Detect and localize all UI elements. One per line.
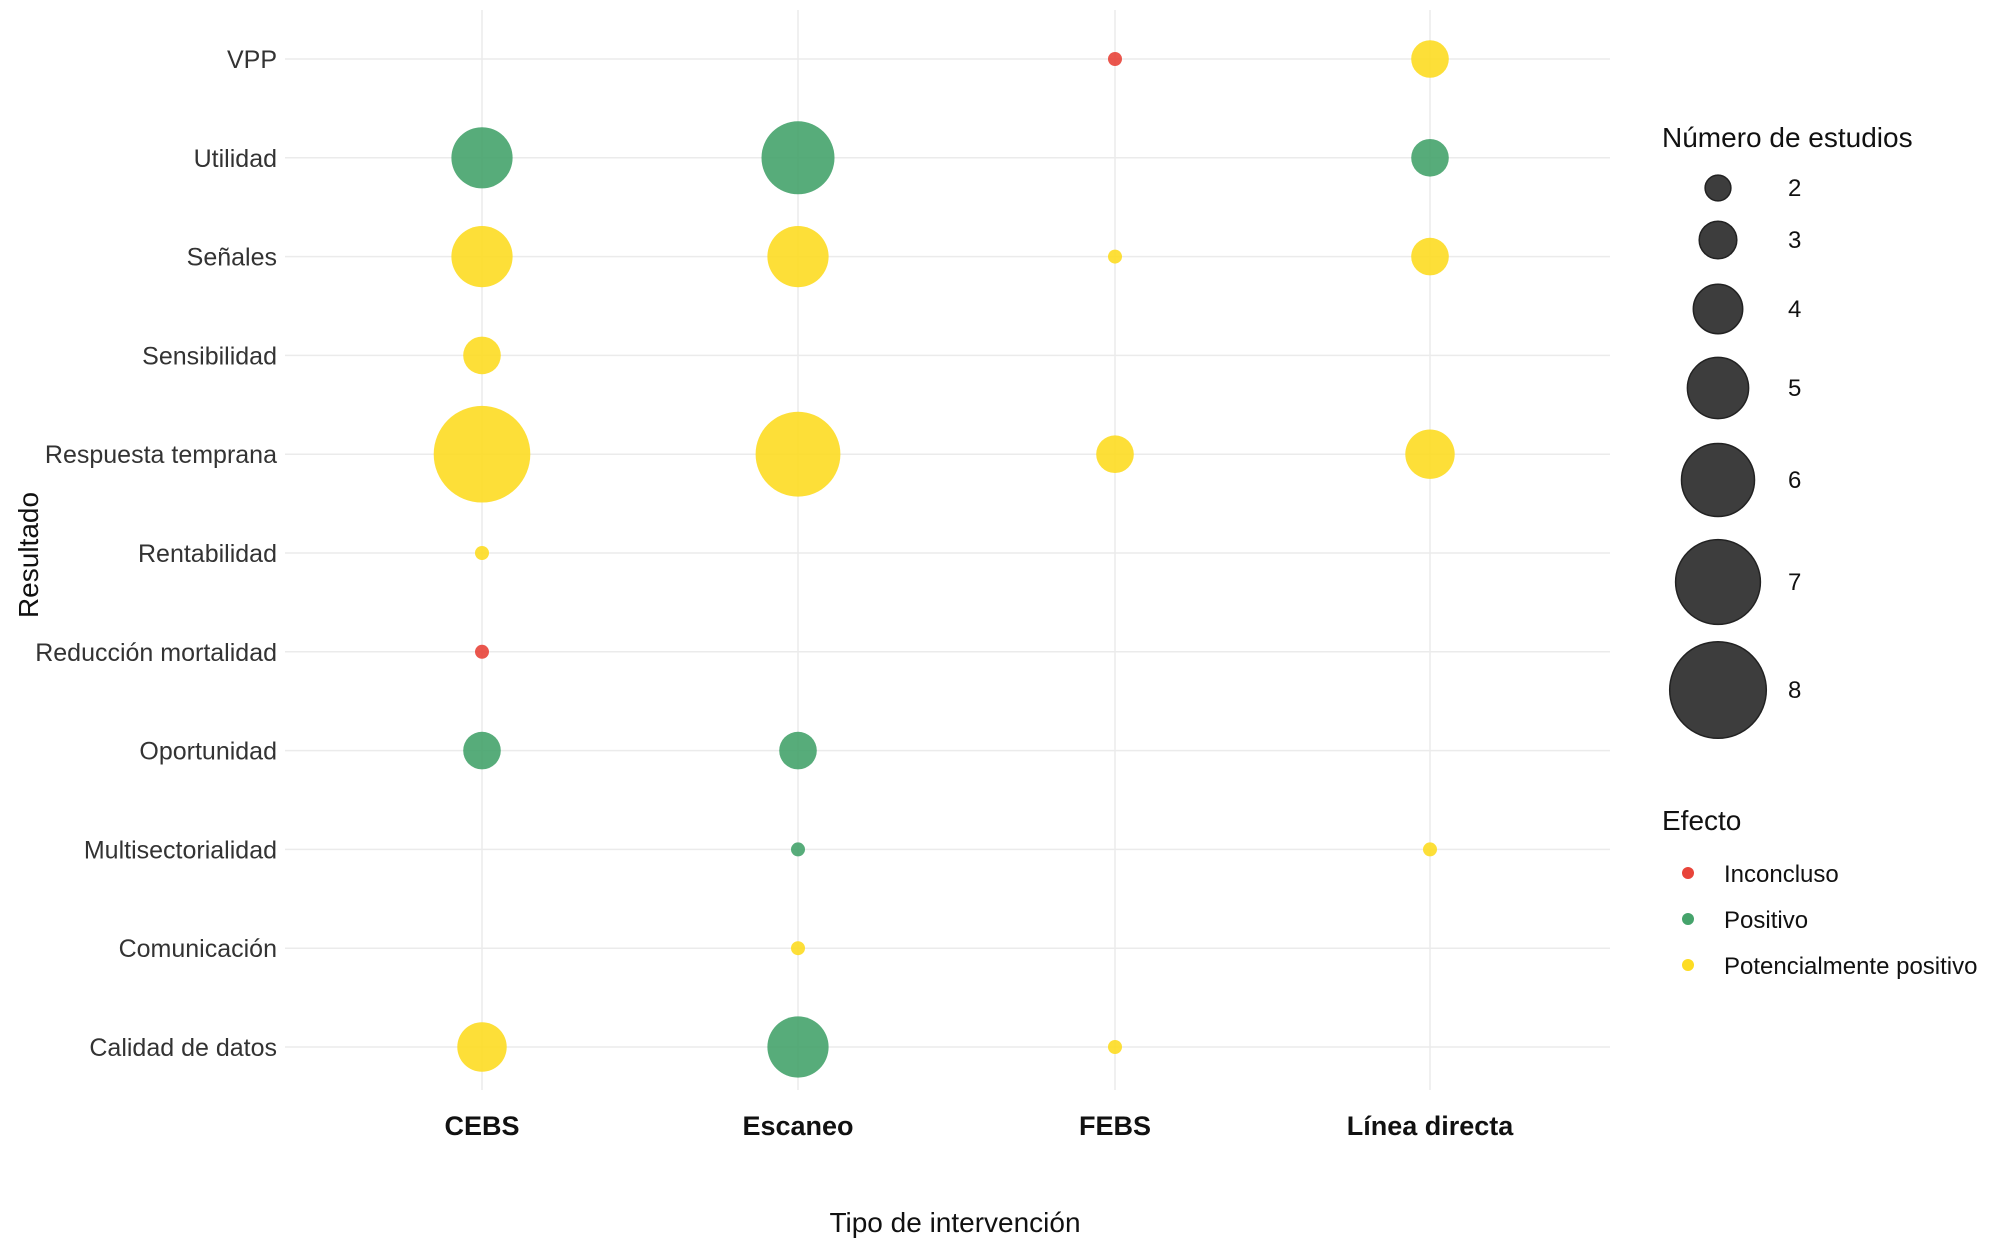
color-legend-swatch-potencialmente-positivo	[1682, 959, 1694, 971]
bubble-cebs-respuesta-temprana	[433, 405, 531, 503]
color-legend-label-inconcluso: Inconcluso	[1724, 861, 1839, 888]
size-legend-items: 2 3 4 5 6 7 8	[1668, 174, 1801, 740]
y-tick-vpp: VPP	[227, 46, 277, 74]
points-layer	[433, 40, 1455, 1078]
y-tick-reduccion-mortalidad: Reducción mortalidad	[35, 639, 277, 667]
y-tick-calidad-de-datos: Calidad de datos	[89, 1034, 277, 1062]
size-legend-bubble-7	[1674, 538, 1762, 626]
y-tick-rentabilidad: Rentabilidad	[138, 540, 277, 568]
color-legend-label-positivo: Positivo	[1724, 907, 1808, 934]
bubble-cebs-calidad-de-datos	[457, 1022, 507, 1072]
bubble-linea-directa-respuesta-temprana	[1405, 429, 1455, 479]
bubble-cebs-senales	[451, 226, 513, 288]
bubble-cebs-reduccion-mortalidad	[475, 644, 489, 659]
size-legend-bubble-5	[1686, 356, 1750, 420]
color-legend: Efecto Inconcluso Positivo Potencialmente …	[1662, 805, 1977, 980]
y-tick-respuesta-temprana: Respuesta temprana	[45, 441, 277, 469]
bubble-febs-calidad-de-datos	[1108, 1040, 1122, 1054]
color-legend-items: Inconcluso Positivo Potencialmente positiv…	[1682, 861, 1977, 980]
size-legend-bubble-2	[1704, 174, 1732, 202]
y-axis-ticks: VPP Utilidad Señales Sensibilidad Respuesta …	[35, 46, 277, 1062]
y-tick-comunicacion: Comunicación	[119, 935, 277, 963]
y-tick-sensibilidad: Sensibilidad	[142, 342, 277, 370]
size-legend-label-2: 2	[1788, 175, 1801, 202]
bubble-escaneo-comunicacion	[791, 941, 805, 956]
bubble-linea-directa-vpp	[1411, 40, 1449, 78]
bubble-escaneo-oportunidad	[779, 731, 817, 770]
bubble-escaneo-respuesta-temprana	[755, 411, 841, 497]
color-legend-label-potencialmente-positivo: Potencialmente positivo	[1724, 953, 1977, 980]
bubble-febs-senales	[1108, 249, 1122, 264]
size-legend-label-4: 4	[1788, 296, 1801, 323]
y-tick-oportunidad: Oportunidad	[139, 738, 277, 766]
x-tick-cebs: CEBS	[444, 1111, 519, 1141]
x-tick-escaneo: Escaneo	[742, 1111, 853, 1141]
x-tick-febs: FEBS	[1079, 1111, 1151, 1141]
x-axis-ticks: CEBS Escaneo FEBS Línea directa	[444, 1111, 1514, 1141]
size-legend-label-5: 5	[1788, 375, 1801, 402]
size-legend-label-7: 7	[1788, 569, 1801, 596]
size-legend-title: Número de estudios	[1662, 122, 1913, 153]
size-legend-bubble-3	[1698, 220, 1738, 260]
bubble-linea-directa-senales	[1411, 237, 1449, 276]
size-legend-bubble-6	[1680, 442, 1756, 518]
bubble-cebs-oportunidad	[463, 731, 501, 770]
bubble-febs-respuesta-temprana	[1096, 435, 1134, 474]
size-legend: Número de estudios 2 3 4 5 6 7 8	[1662, 122, 1913, 740]
color-legend-title: Efecto	[1662, 805, 1741, 836]
bubble-linea-directa-utilidad	[1411, 139, 1449, 177]
bubble-cebs-utilidad	[451, 127, 513, 189]
bubble-escaneo-senales	[767, 226, 829, 288]
size-legend-bubble-4	[1692, 283, 1744, 335]
bubble-escaneo-calidad-de-datos	[767, 1016, 829, 1078]
size-legend-bubble-8	[1668, 640, 1768, 740]
size-legend-label-8: 8	[1788, 677, 1801, 704]
color-legend-swatch-positivo	[1682, 913, 1694, 925]
bubble-febs-vpp	[1108, 52, 1122, 66]
y-axis-title: Resultado	[13, 492, 44, 618]
y-tick-multisectorialidad: Multisectorialidad	[84, 836, 277, 864]
bubble-escaneo-multisectorialidad	[791, 842, 805, 857]
x-axis-title: Tipo de intervención	[829, 1207, 1080, 1238]
y-tick-senales: Señales	[187, 244, 277, 272]
x-tick-linea-directa: Línea directa	[1347, 1111, 1515, 1141]
y-tick-utilidad: Utilidad	[194, 145, 277, 173]
color-legend-swatch-inconcluso	[1682, 867, 1694, 879]
bubble-cebs-sensibilidad	[463, 336, 501, 375]
size-legend-label-3: 3	[1788, 227, 1801, 254]
bubble-linea-directa-multisectorialidad	[1423, 842, 1437, 857]
bubble-escaneo-utilidad	[761, 121, 835, 195]
bubble-cebs-rentabilidad	[475, 546, 489, 560]
size-legend-label-6: 6	[1788, 467, 1801, 494]
